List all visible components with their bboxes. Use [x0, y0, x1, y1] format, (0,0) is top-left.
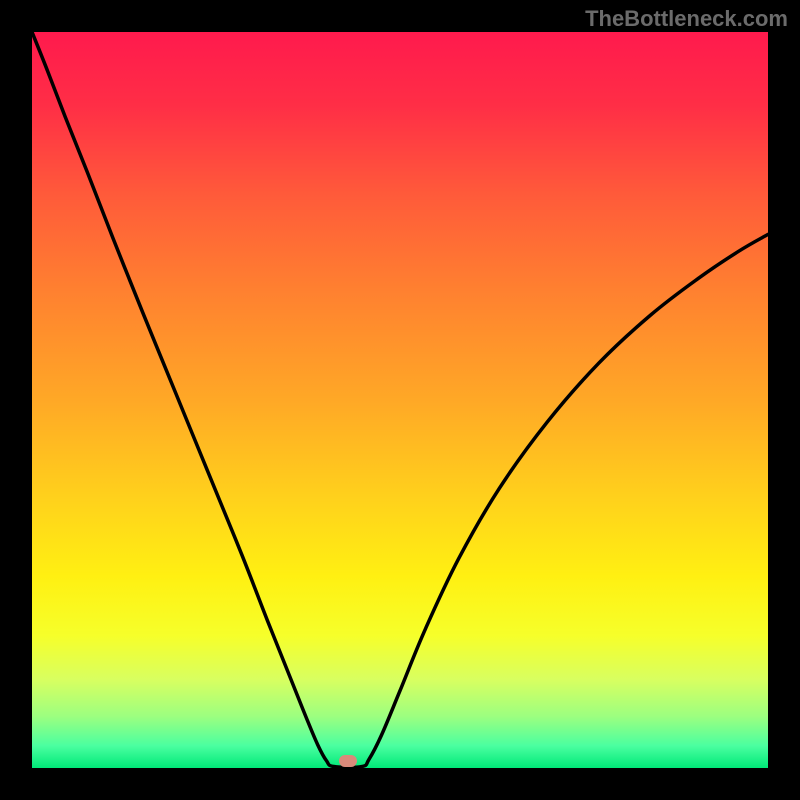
minimum-marker — [339, 755, 357, 767]
watermark-text: TheBottleneck.com — [585, 6, 788, 32]
plot-area — [32, 32, 768, 768]
curve-path — [32, 32, 768, 767]
bottleneck-curve — [32, 32, 768, 768]
chart-container: TheBottleneck.com — [0, 0, 800, 800]
